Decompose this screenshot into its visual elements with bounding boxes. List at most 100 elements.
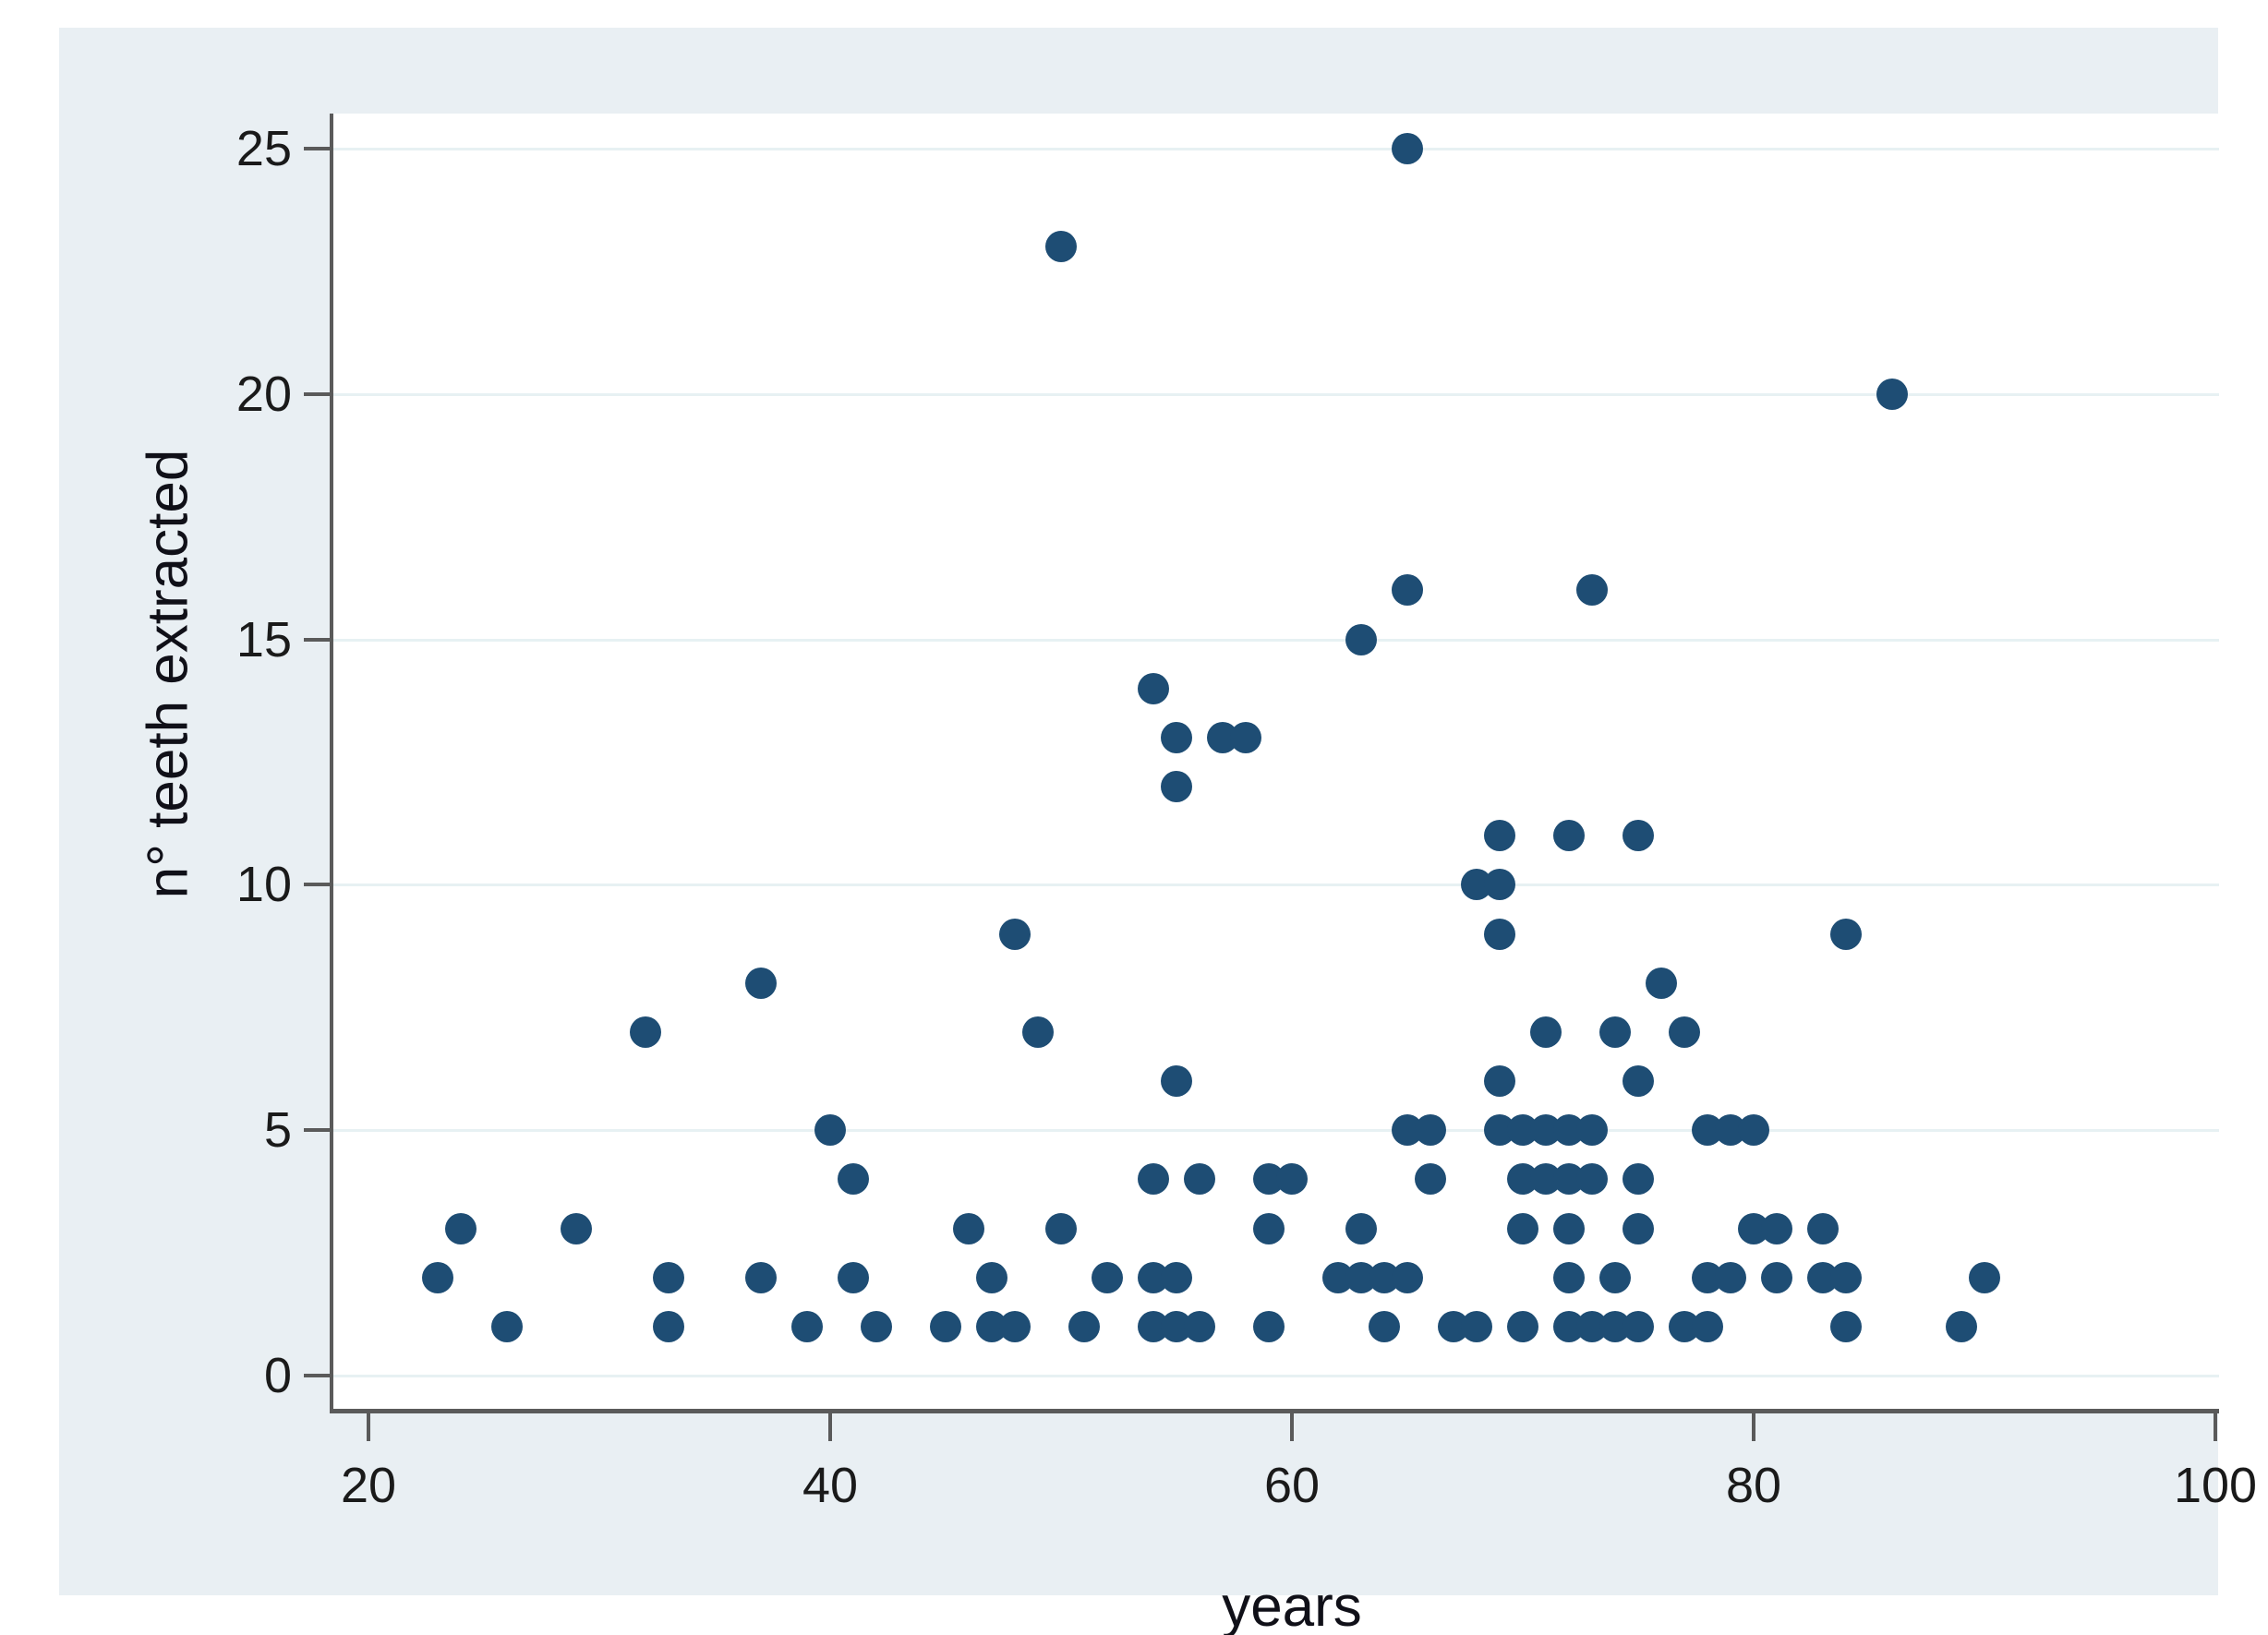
gridline-y-15 xyxy=(332,638,2219,642)
data-point xyxy=(1807,1212,1839,1244)
data-point xyxy=(653,1310,684,1342)
data-point xyxy=(976,1261,1007,1293)
data-point xyxy=(1692,1310,1723,1342)
data-point xyxy=(1646,967,1677,999)
data-point xyxy=(1623,1212,1654,1244)
data-point xyxy=(1184,1310,1215,1342)
x-axis-line xyxy=(330,1409,2219,1413)
y-axis-title: n° teeth extracted xyxy=(136,449,200,899)
data-point xyxy=(1253,1212,1285,1244)
gridline-y-20 xyxy=(332,392,2219,396)
data-point xyxy=(1946,1310,1977,1342)
data-point xyxy=(930,1310,961,1342)
figure-panel: 0 5 10 15 20 25 20 40 60 80 100 years n° teeth ext… xyxy=(59,28,2257,1635)
plot-area xyxy=(332,114,2219,1409)
data-point xyxy=(814,1114,846,1147)
data-point xyxy=(1830,918,1862,950)
y-tick-label-20: 20 xyxy=(235,366,292,422)
x-tick-40 xyxy=(828,1413,832,1441)
x-tick-label-80: 80 xyxy=(1725,1458,1782,1513)
data-point xyxy=(1392,574,1423,607)
data-point xyxy=(1623,1065,1654,1098)
x-tick-60 xyxy=(1290,1413,1294,1441)
y-tick-25 xyxy=(304,147,330,150)
data-point xyxy=(1507,1310,1538,1342)
data-point xyxy=(999,918,1031,950)
data-point xyxy=(745,967,777,999)
data-point xyxy=(1184,1163,1215,1196)
data-point xyxy=(1623,820,1654,852)
data-point xyxy=(1045,1212,1077,1244)
data-point xyxy=(1553,1212,1585,1244)
data-point xyxy=(1276,1163,1308,1196)
data-point xyxy=(1415,1163,1446,1196)
gridline-y-0 xyxy=(332,1375,2219,1377)
y-tick-label-25: 25 xyxy=(235,121,292,176)
data-point xyxy=(1761,1261,1792,1293)
data-point xyxy=(1576,1114,1608,1147)
data-point xyxy=(1461,1310,1492,1342)
data-point xyxy=(1045,231,1077,263)
data-point xyxy=(445,1212,477,1244)
data-point xyxy=(953,1212,984,1244)
data-point xyxy=(1553,1261,1585,1293)
data-point xyxy=(1369,1310,1400,1342)
gridline-y-25 xyxy=(332,148,2219,150)
data-point xyxy=(1345,1212,1377,1244)
y-tick-label-10: 10 xyxy=(235,857,292,913)
data-point xyxy=(1484,869,1515,901)
y-tick-label-5: 5 xyxy=(263,1102,292,1159)
data-point xyxy=(1022,1016,1054,1048)
data-point xyxy=(1530,1016,1562,1048)
data-point xyxy=(1738,1114,1769,1147)
data-point xyxy=(1484,918,1515,950)
data-point xyxy=(838,1261,869,1293)
data-point xyxy=(1507,1212,1538,1244)
data-point xyxy=(1415,1114,1446,1147)
data-point xyxy=(1830,1261,1862,1293)
data-point xyxy=(1623,1163,1654,1196)
data-point xyxy=(1392,133,1423,164)
x-tick-label-20: 20 xyxy=(340,1458,397,1513)
data-point xyxy=(1161,721,1192,753)
x-tick-label-60: 60 xyxy=(1263,1458,1321,1513)
data-point xyxy=(1553,820,1585,852)
data-point xyxy=(1092,1261,1123,1293)
data-point xyxy=(1599,1261,1631,1293)
data-point xyxy=(1969,1261,2000,1293)
y-tick-10 xyxy=(304,883,330,887)
x-tick-80 xyxy=(1752,1413,1755,1441)
data-point xyxy=(1161,1261,1192,1293)
data-point xyxy=(1715,1261,1746,1293)
x-tick-100 xyxy=(2214,1413,2217,1441)
data-point xyxy=(1830,1310,1862,1342)
y-tick-5 xyxy=(304,1128,330,1133)
data-point xyxy=(838,1163,869,1196)
data-point xyxy=(1484,1065,1515,1098)
data-point xyxy=(1068,1310,1100,1342)
x-tick-20 xyxy=(367,1413,370,1441)
data-point xyxy=(653,1261,684,1293)
y-tick-20 xyxy=(304,391,330,396)
data-point xyxy=(1392,1261,1423,1293)
gridline-y-10 xyxy=(332,884,2219,887)
x-tick-label-40: 40 xyxy=(802,1458,859,1513)
data-point xyxy=(1623,1310,1654,1342)
data-point xyxy=(1576,574,1608,607)
data-point xyxy=(861,1310,892,1342)
data-point xyxy=(491,1310,523,1342)
x-tick-label-100: 100 xyxy=(2173,1458,2258,1513)
y-tick-15 xyxy=(304,637,330,642)
data-point xyxy=(1761,1212,1792,1244)
y-axis-line xyxy=(330,114,333,1413)
y-tick-0 xyxy=(304,1374,330,1377)
data-point xyxy=(1484,820,1515,852)
data-point xyxy=(1138,1163,1169,1196)
y-tick-label-0: 0 xyxy=(263,1348,292,1403)
data-point xyxy=(791,1310,823,1342)
data-point xyxy=(1345,623,1377,655)
data-point xyxy=(1669,1016,1700,1048)
data-point xyxy=(1230,721,1261,753)
data-point xyxy=(422,1261,453,1293)
